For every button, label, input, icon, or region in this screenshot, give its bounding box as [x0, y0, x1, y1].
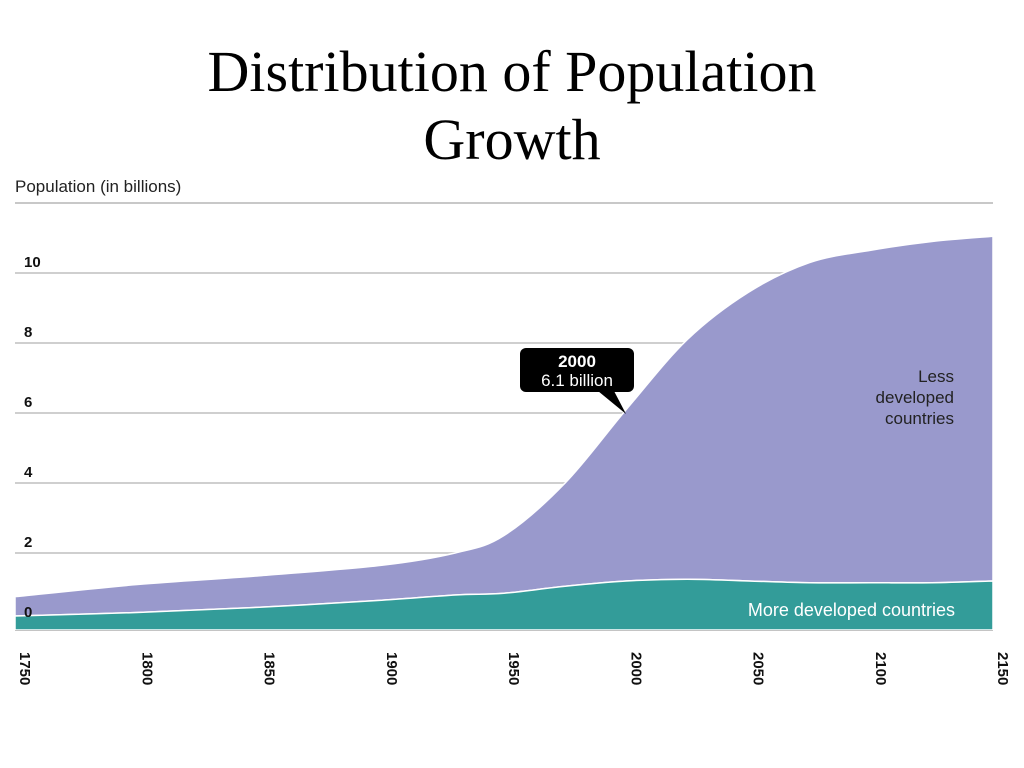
- x-tick-label: 2000: [627, 652, 644, 685]
- y-tick-label: 4: [24, 464, 33, 481]
- y-tick-label: 2: [24, 534, 32, 551]
- x-tick-label: 1800: [138, 652, 155, 685]
- less-developed-label-line-1: Less: [918, 367, 954, 386]
- page-title-line-2: Growth: [423, 107, 601, 172]
- y-tick-label: 6: [24, 394, 32, 411]
- y-tick-label: 8: [24, 324, 32, 341]
- less-developed-label-line-3: countries: [885, 409, 954, 428]
- area-layer: [14, 235, 994, 631]
- x-tick-labels: 1750 1800 1850 1900 1950 2000 2050 2100 2150: [16, 652, 1011, 685]
- callout-value: 6.1 billion: [541, 371, 613, 390]
- x-tick-label: 2100: [872, 652, 889, 685]
- more-developed-label: More developed countries: [748, 600, 955, 620]
- page-title-line-1: Distribution of Population: [207, 39, 817, 104]
- y-axis-label: Population (in billions): [15, 177, 181, 196]
- area-less-developed-countries: [14, 235, 994, 617]
- x-tick-label: 1900: [383, 652, 400, 685]
- less-developed-label: Less developed countries: [876, 367, 954, 428]
- area-more-developed-countries: [14, 578, 994, 631]
- y-tick-label: 10: [24, 254, 41, 271]
- x-tick-label: 2150: [994, 652, 1011, 685]
- callout-2000: 2000 6.1 billion: [520, 348, 634, 414]
- page-title: Distribution of Population Growth: [0, 38, 1024, 174]
- callout-box: [520, 348, 634, 392]
- x-tick-label: 2050: [750, 652, 767, 685]
- x-tick-label: 1850: [261, 652, 278, 685]
- callout-pointer: [598, 391, 626, 414]
- y-tick-labels: 0 2 4 6 8 10: [24, 254, 41, 621]
- callout-year: 2000: [558, 352, 596, 371]
- x-tick-label: 1750: [16, 652, 33, 685]
- less-developed-label-line-2: developed: [876, 388, 954, 407]
- y-tick-label: 0: [24, 604, 32, 621]
- x-tick-label: 1950: [505, 652, 522, 685]
